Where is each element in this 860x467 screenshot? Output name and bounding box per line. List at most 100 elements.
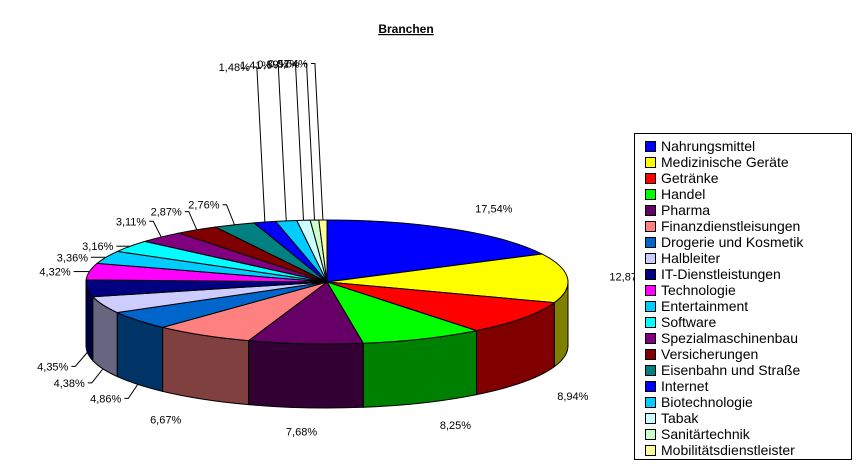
legend-label-1: Medizinische Geräte	[661, 154, 789, 170]
pie-slice-2	[326, 281, 556, 332]
data-label-17: 0,89%	[257, 59, 288, 71]
legend-swatch-17	[645, 412, 656, 424]
leader-line-19	[310, 63, 324, 221]
leader-line-16	[274, 64, 287, 221]
legend-item-15: Internet	[645, 378, 708, 394]
leader-line-8	[71, 352, 88, 367]
legend-swatch-6	[645, 236, 656, 248]
legend-item-16: Biotechnologie	[645, 394, 753, 410]
data-label-3: 8,25%	[440, 420, 471, 432]
legend-item-4: Pharma	[645, 202, 710, 218]
legend-label-19: Mobilitätsdienstleister	[661, 442, 795, 458]
legend-label-8: IT-Dienstleistungen	[661, 266, 781, 282]
legend-swatch-8	[645, 268, 656, 280]
legend-label-17: Tabak	[661, 410, 699, 426]
data-label-10: 3,36%	[57, 252, 88, 264]
legend-label-6: Drogerie und Kosmetik	[661, 234, 804, 250]
data-label-9: 4,32%	[39, 267, 70, 279]
chart-title: Branchen	[378, 22, 433, 36]
legend-label-7: Halbleiter	[661, 250, 721, 266]
data-label-14: 2,76%	[188, 200, 219, 212]
legend-item-6: Drogerie und Kosmetik	[645, 234, 803, 250]
leader-line-14	[222, 204, 235, 225]
legend-label-11: Software	[661, 314, 717, 330]
legend-label-18: Sanitärtechnik	[661, 426, 750, 442]
legend-label-5: Finanzdienstleisungen	[661, 218, 801, 234]
legend-item-8: IT-Dienstleistungen	[645, 266, 781, 282]
legend-item-5: Finanzdienstleisungen	[645, 218, 800, 234]
legend: Nahrungsmittel Medizinische Geräte Getränk…	[634, 133, 852, 460]
legend-item-0: Nahrungsmittel	[645, 138, 755, 154]
legend-swatch-13	[645, 348, 656, 360]
legend-item-17: Tabak	[645, 410, 698, 426]
legend-label-0: Nahrungsmittel	[661, 138, 756, 154]
leader-line-13	[184, 211, 198, 231]
legend-item-19: Mobilitätsdienstleister	[645, 442, 795, 458]
data-label-2: 8,94%	[557, 391, 588, 403]
legend-swatch-0	[645, 140, 656, 152]
legend-swatch-14	[645, 364, 656, 376]
legend-label-14: Eisenbahn und Straße	[661, 362, 801, 378]
pie-side-4	[248, 340, 364, 409]
data-label-13: 2,87%	[151, 207, 182, 219]
legend-swatch-9	[645, 284, 656, 296]
legend-swatch-1	[645, 156, 656, 168]
legend-label-10: Entertainment	[661, 298, 749, 314]
legend-item-2: Getränke	[645, 170, 719, 186]
legend-item-13: Versicherungen	[645, 346, 758, 362]
legend-swatch-16	[645, 396, 656, 408]
legend-item-11: Software	[645, 314, 716, 330]
data-label-15: 1,48%	[219, 62, 250, 74]
legend-item-3: Handel	[645, 186, 705, 202]
legend-label-2: Getränke	[661, 170, 719, 186]
leader-line-15	[252, 66, 266, 223]
legend-label-16: Biotechnologie	[661, 394, 753, 410]
legend-item-14: Eisenbahn und Straße	[645, 362, 800, 378]
legend-swatch-15	[645, 380, 656, 392]
data-label-19: 0,54%	[277, 59, 308, 71]
legend-label-4: Pharma	[661, 202, 711, 218]
legend-swatch-12	[645, 332, 656, 344]
pie-slice-19	[318, 219, 328, 283]
legend-swatch-2	[645, 172, 656, 184]
legend-label-15: Internet	[661, 378, 709, 394]
legend-item-9: Technologie	[645, 282, 736, 298]
legend-swatch-5	[645, 220, 656, 232]
legend-label-12: Spezialmaschinenbau	[661, 330, 798, 346]
leader-line-6	[124, 384, 139, 399]
legend-label-9: Technologie	[661, 282, 736, 298]
legend-item-12: Spezialmaschinenbau	[645, 330, 798, 346]
leader-line-18	[302, 63, 316, 221]
pie-slice-0	[326, 219, 544, 283]
data-label-0: 17,54%	[475, 204, 513, 216]
pie-slice-1	[326, 253, 569, 304]
data-label-7: 4,38%	[54, 378, 85, 390]
legend-item-1: Medizinische Geräte	[645, 154, 789, 170]
legend-swatch-4	[645, 204, 656, 216]
data-label-11: 3,16%	[82, 241, 113, 253]
leader-line-7	[87, 368, 104, 384]
legend-swatch-3	[645, 188, 656, 200]
pie-slice-3	[325, 281, 479, 344]
legend-label-3: Handel	[661, 186, 706, 202]
legend-label-13: Versicherungen	[661, 346, 759, 362]
leader-line-17	[291, 63, 304, 221]
legend-swatch-18	[645, 428, 656, 440]
legend-swatch-10	[645, 300, 656, 312]
legend-swatch-19	[645, 444, 656, 456]
data-label-4: 7,68%	[286, 427, 317, 439]
legend-item-7: Halbleiter	[645, 250, 720, 266]
legend-swatch-11	[645, 316, 656, 328]
data-label-6: 4,86%	[90, 393, 121, 405]
data-label-18: 0,57%	[268, 59, 299, 71]
leader-line-12	[149, 220, 162, 238]
data-label-5: 6,67%	[150, 415, 181, 427]
legend-swatch-7	[645, 252, 656, 264]
data-label-12: 3,11%	[116, 216, 147, 228]
data-label-16: 1,41%	[240, 60, 271, 72]
data-label-8: 4,35%	[37, 361, 68, 373]
legend-item-18: Sanitärtechnik	[645, 426, 750, 442]
legend-item-10: Entertainment	[645, 298, 748, 314]
pie-slice-4	[247, 281, 365, 345]
